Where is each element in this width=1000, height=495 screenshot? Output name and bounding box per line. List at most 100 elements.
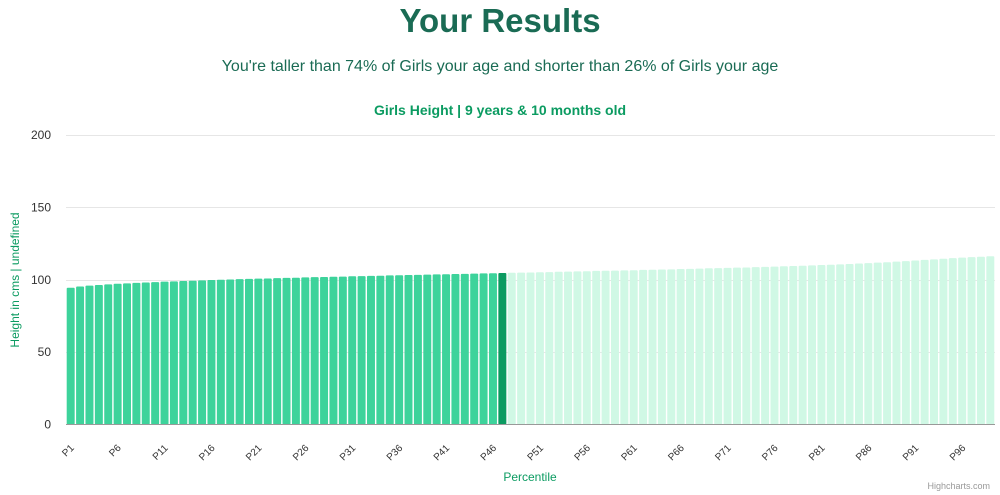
bar-p90[interactable] xyxy=(901,261,910,425)
bar-p30[interactable] xyxy=(338,276,347,425)
bar-p26[interactable] xyxy=(301,277,310,425)
bar-p78[interactable] xyxy=(789,266,798,425)
bar-p99[interactable] xyxy=(986,256,995,425)
bar-p13[interactable] xyxy=(179,281,188,425)
bar-p33[interactable] xyxy=(366,275,375,425)
bar-p96[interactable] xyxy=(958,257,967,425)
bar-p44[interactable] xyxy=(470,273,479,425)
bar-p51[interactable] xyxy=(535,272,544,425)
bar-p11[interactable] xyxy=(160,281,169,425)
bar-p39[interactable] xyxy=(423,274,432,425)
bar-p29[interactable] xyxy=(329,276,338,425)
bar-p81[interactable] xyxy=(817,264,826,425)
bar-p2[interactable] xyxy=(76,286,85,425)
bar-p53[interactable] xyxy=(554,271,563,425)
bar-p36[interactable] xyxy=(395,275,404,425)
bar-p85[interactable] xyxy=(854,263,863,425)
bar-p43[interactable] xyxy=(460,273,469,425)
bar-p83[interactable] xyxy=(836,264,845,425)
bar-p86[interactable] xyxy=(864,263,873,425)
bar-p12[interactable] xyxy=(169,281,178,425)
bar-p91[interactable] xyxy=(911,260,920,425)
bar-p17[interactable] xyxy=(216,279,225,425)
bar-p42[interactable] xyxy=(451,273,460,425)
bar-p65[interactable] xyxy=(667,269,676,425)
bar-p82[interactable] xyxy=(826,264,835,425)
bar-p95[interactable] xyxy=(948,258,957,425)
bar-p94[interactable] xyxy=(939,258,948,425)
bar-p41[interactable] xyxy=(442,274,451,425)
bar-p9[interactable] xyxy=(141,282,150,425)
bar-p87[interactable] xyxy=(873,262,882,425)
bar-p50[interactable] xyxy=(526,272,535,425)
bar-p15[interactable] xyxy=(198,280,207,425)
bar-p55[interactable] xyxy=(573,271,582,425)
bar-p92[interactable] xyxy=(920,259,929,425)
bar-p18[interactable] xyxy=(226,279,235,425)
bar-p10[interactable] xyxy=(151,282,160,425)
bar-p57[interactable] xyxy=(592,270,601,425)
bar-p45[interactable] xyxy=(479,273,488,425)
bar-p8[interactable] xyxy=(132,282,141,425)
bar-p70[interactable] xyxy=(714,268,723,425)
bar-p46[interactable] xyxy=(488,273,497,425)
bar-p21[interactable] xyxy=(254,278,263,425)
bar-p66[interactable] xyxy=(676,269,685,425)
bar-p69[interactable] xyxy=(704,268,713,425)
bar-p49[interactable] xyxy=(517,272,526,425)
bar-p48[interactable] xyxy=(507,272,516,425)
bar-p22[interactable] xyxy=(263,278,272,425)
bar-p98[interactable] xyxy=(976,256,985,425)
bar-p84[interactable] xyxy=(845,263,854,425)
bar-p3[interactable] xyxy=(85,285,94,425)
bar-p63[interactable] xyxy=(648,269,657,425)
bar-p58[interactable] xyxy=(601,270,610,425)
bar-p5[interactable] xyxy=(104,284,113,425)
bar-p6[interactable] xyxy=(113,283,122,425)
bar-p64[interactable] xyxy=(657,269,666,425)
bar-p67[interactable] xyxy=(686,268,695,425)
bar-p93[interactable] xyxy=(930,259,938,425)
bar-p31[interactable] xyxy=(348,276,357,425)
bar-p35[interactable] xyxy=(385,275,394,425)
bar-p79[interactable] xyxy=(798,265,807,425)
bar-p27[interactable] xyxy=(310,277,319,425)
bar-p32[interactable] xyxy=(357,276,366,425)
bar-p7[interactable] xyxy=(123,283,131,425)
bar-p54[interactable] xyxy=(564,271,573,425)
bar-p72[interactable] xyxy=(732,267,741,425)
bar-p88[interactable] xyxy=(883,262,892,425)
credits-link[interactable]: Highcharts.com xyxy=(927,481,990,491)
bar-p59[interactable] xyxy=(610,270,619,425)
bar-p37[interactable] xyxy=(404,274,413,425)
bar-p77[interactable] xyxy=(779,266,788,425)
bar-p47[interactable] xyxy=(498,272,507,425)
bar-p19[interactable] xyxy=(235,279,244,425)
bar-p76[interactable] xyxy=(770,266,779,425)
bar-p74[interactable] xyxy=(751,267,760,425)
bar-p60[interactable] xyxy=(620,270,629,425)
bar-p25[interactable] xyxy=(291,277,300,425)
bar-p71[interactable] xyxy=(723,267,732,425)
bar-p34[interactable] xyxy=(376,275,385,425)
bar-p38[interactable] xyxy=(413,274,422,425)
bar-p62[interactable] xyxy=(639,269,648,425)
bar-p80[interactable] xyxy=(808,265,817,425)
bar-p20[interactable] xyxy=(245,278,253,425)
bar-p75[interactable] xyxy=(761,266,770,425)
bar-p23[interactable] xyxy=(273,278,282,425)
bar-p4[interactable] xyxy=(94,284,103,425)
bar-p61[interactable] xyxy=(629,270,638,425)
bar-p24[interactable] xyxy=(282,277,291,425)
bar-p89[interactable] xyxy=(892,261,901,425)
bar-p1[interactable] xyxy=(66,287,75,425)
bar-p97[interactable] xyxy=(967,257,976,425)
bar-p52[interactable] xyxy=(545,272,554,425)
bar-p40[interactable] xyxy=(432,274,441,425)
bar-p16[interactable] xyxy=(207,280,216,425)
bar-p68[interactable] xyxy=(695,268,704,425)
bar-p14[interactable] xyxy=(188,280,197,425)
bar-p56[interactable] xyxy=(582,271,591,425)
bar-p73[interactable] xyxy=(742,267,751,425)
bar-p28[interactable] xyxy=(320,277,329,425)
